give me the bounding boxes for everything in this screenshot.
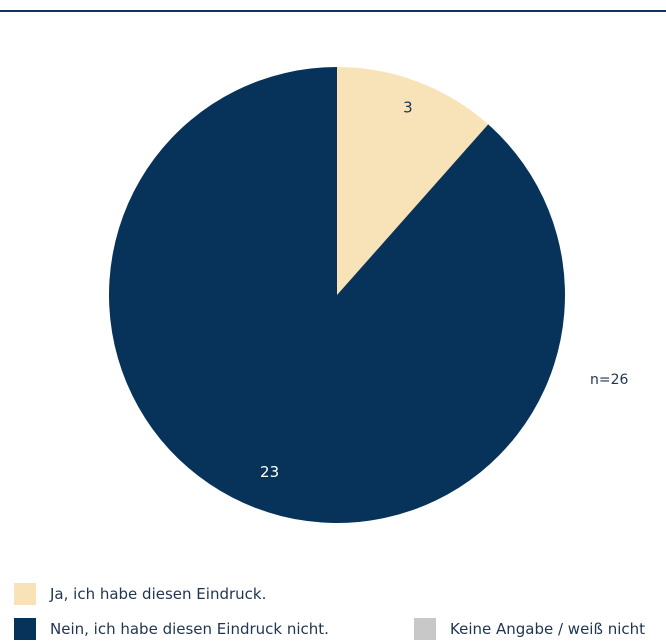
sample-size-annotation: n=26 [590, 372, 629, 388]
slice-label-nein: 23 [260, 463, 279, 481]
legend-label-ja: Ja, ich habe diesen Eindruck. [50, 585, 267, 603]
legend-swatch-nein [14, 618, 36, 640]
legend-item-keine-angabe: Keine Angabe / weiß nicht [414, 618, 645, 640]
legend-item-nein: Nein, ich habe diesen Eindruck nicht. [14, 618, 329, 640]
pie-slice-nein [108, 67, 565, 524]
legend-swatch-keine-angabe [414, 618, 436, 640]
slice-label-ja: 3 [403, 99, 413, 117]
pie-slice-ja [337, 67, 489, 295]
pie-chart: 3 23 [108, 67, 565, 524]
top-rule [0, 10, 666, 12]
legend-label-keine-angabe: Keine Angabe / weiß nicht [450, 620, 645, 638]
legend-swatch-ja [14, 583, 36, 605]
legend-item-ja: Ja, ich habe diesen Eindruck. [14, 583, 266, 605]
legend-label-nein: Nein, ich habe diesen Eindruck nicht. [50, 620, 329, 638]
